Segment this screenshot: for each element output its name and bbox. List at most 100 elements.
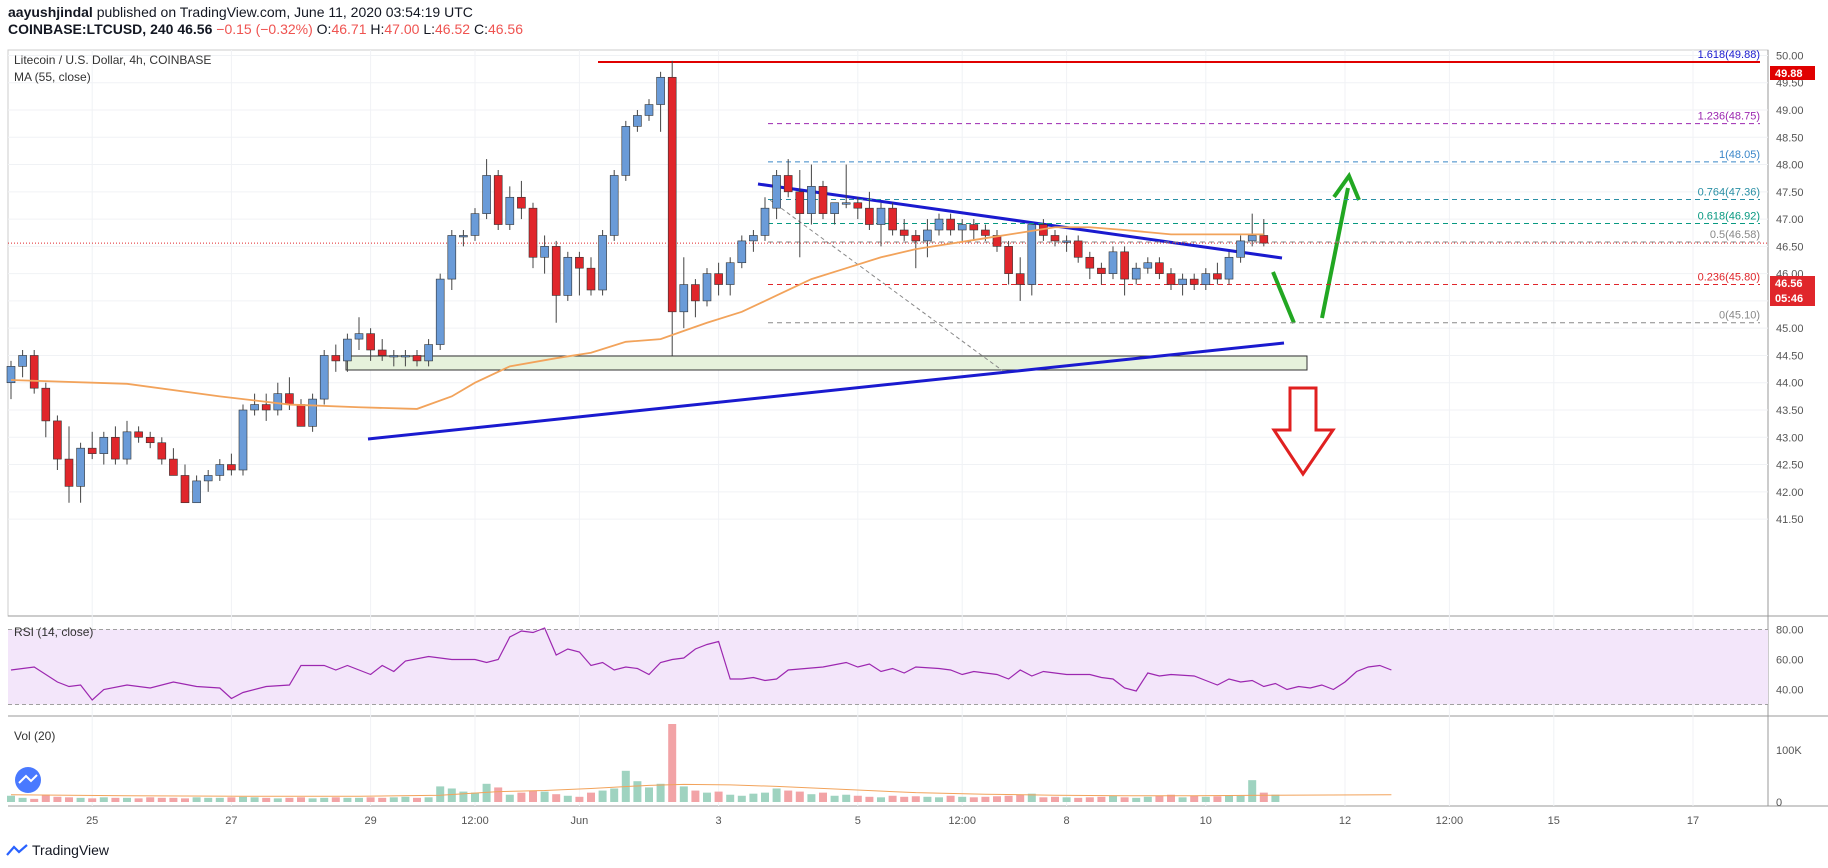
candle[interactable]	[853, 197, 863, 220]
candle[interactable]	[157, 437, 167, 465]
candle[interactable]	[1027, 224, 1037, 296]
candle[interactable]	[1004, 240, 1013, 285]
lower-trendline[interactable]	[367, 341, 1285, 441]
candle[interactable]	[714, 262, 723, 296]
candle[interactable]	[563, 251, 573, 301]
candle[interactable]	[250, 393, 259, 416]
upper-trendline[interactable]	[757, 182, 1283, 260]
candle[interactable]	[1085, 251, 1095, 280]
candle[interactable]	[934, 213, 944, 236]
candle[interactable]	[296, 399, 306, 427]
candle[interactable]	[331, 344, 341, 372]
candle[interactable]	[691, 279, 700, 318]
candle[interactable]	[992, 230, 1002, 252]
candle[interactable]	[644, 99, 654, 121]
candle[interactable]	[180, 464, 190, 504]
candle[interactable]	[227, 453, 236, 476]
candle[interactable]	[1155, 257, 1164, 280]
candle[interactable]	[575, 251, 584, 296]
candle[interactable]	[923, 219, 932, 258]
candle[interactable]	[551, 240, 561, 323]
candle[interactable]	[1143, 257, 1153, 274]
candle[interactable]	[505, 186, 515, 230]
candle[interactable]	[435, 273, 445, 350]
candle[interactable]	[1178, 273, 1187, 296]
candle[interactable]	[447, 230, 457, 290]
candle[interactable]	[470, 208, 480, 241]
candle[interactable]	[493, 170, 503, 230]
candle[interactable]	[818, 180, 828, 220]
candle[interactable]	[1108, 246, 1118, 280]
candle[interactable]	[1213, 262, 1222, 285]
candle[interactable]	[598, 230, 607, 296]
footer-brand[interactable]: TradingView	[32, 842, 110, 858]
candle[interactable]	[841, 164, 851, 209]
candle[interactable]	[957, 219, 967, 241]
candle[interactable]	[215, 459, 225, 481]
candle[interactable]	[760, 197, 770, 241]
candle[interactable]	[702, 268, 712, 307]
candle[interactable]	[830, 202, 839, 225]
candle[interactable]	[354, 317, 364, 350]
candle[interactable]	[807, 164, 816, 225]
candle[interactable]	[621, 120, 631, 181]
candle[interactable]	[53, 415, 62, 470]
support-zone-box[interactable]	[345, 355, 1308, 371]
candle[interactable]	[586, 257, 596, 296]
candle[interactable]	[412, 350, 422, 367]
candle[interactable]	[41, 382, 51, 438]
candle[interactable]	[1247, 213, 1257, 247]
candle[interactable]	[946, 213, 955, 236]
candle[interactable]	[319, 350, 329, 405]
candle[interactable]	[1201, 268, 1211, 290]
candle[interactable]	[899, 219, 909, 241]
candle[interactable]	[725, 257, 735, 296]
candle[interactable]	[633, 110, 642, 132]
candle[interactable]	[343, 333, 352, 372]
candle[interactable]	[1097, 262, 1106, 285]
candle[interactable]	[459, 230, 468, 247]
candle[interactable]	[667, 60, 677, 356]
candle[interactable]	[192, 475, 201, 504]
candle[interactable]	[772, 170, 781, 220]
candle[interactable]	[609, 170, 619, 241]
candle[interactable]	[238, 404, 248, 476]
candle[interactable]	[749, 230, 758, 252]
candle[interactable]	[261, 393, 271, 421]
candle[interactable]	[389, 350, 399, 367]
candle[interactable]	[737, 235, 747, 269]
candle[interactable]	[99, 431, 109, 465]
candle[interactable]	[203, 470, 213, 492]
candle[interactable]	[969, 219, 979, 241]
candle[interactable]	[1120, 246, 1129, 296]
candle[interactable]	[1050, 230, 1060, 247]
candle[interactable]	[76, 442, 85, 503]
candle[interactable]	[377, 339, 387, 361]
candle[interactable]	[64, 426, 74, 503]
candle[interactable]	[1189, 273, 1199, 290]
candle[interactable]	[865, 191, 874, 230]
candle[interactable]	[29, 350, 39, 394]
candle[interactable]	[308, 393, 317, 432]
candle[interactable]	[1259, 219, 1269, 247]
candle[interactable]	[169, 448, 178, 476]
author-name[interactable]: aayushjindal	[8, 4, 93, 20]
candle[interactable]	[656, 71, 665, 132]
candle[interactable]	[424, 339, 433, 367]
candle[interactable]	[1236, 235, 1245, 263]
candle[interactable]	[795, 170, 805, 258]
candle[interactable]	[122, 420, 132, 465]
candle[interactable]	[366, 328, 375, 361]
candle[interactable]	[111, 426, 120, 465]
candle[interactable]	[517, 180, 526, 220]
candle[interactable]	[679, 257, 689, 329]
candle[interactable]	[1015, 257, 1025, 301]
candle[interactable]	[401, 350, 410, 367]
candle[interactable]	[1224, 251, 1234, 285]
candle[interactable]	[134, 426, 143, 443]
candle[interactable]	[1073, 235, 1083, 263]
candle[interactable]	[540, 235, 549, 274]
candle[interactable]	[783, 159, 793, 198]
candle[interactable]	[482, 159, 491, 220]
